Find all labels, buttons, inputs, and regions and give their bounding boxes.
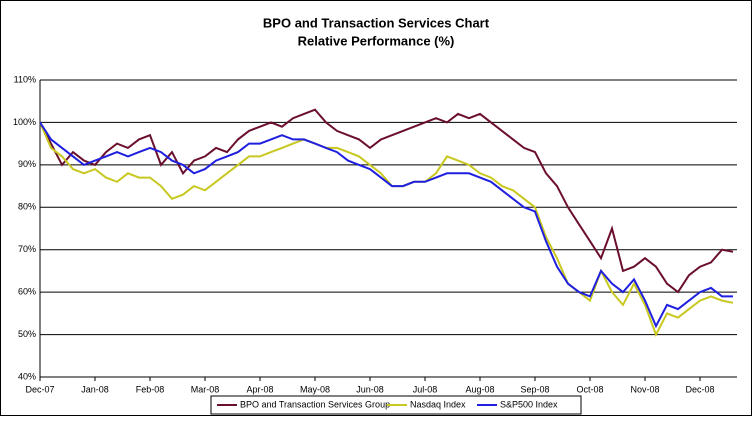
x-tick-label: Jun-08 — [356, 384, 384, 394]
x-tick-label: Jul-08 — [413, 384, 438, 394]
y-tick-label: 40% — [18, 371, 36, 381]
y-tick-label: 70% — [18, 244, 36, 254]
chart-subtitle: Relative Performance (%) — [298, 33, 455, 48]
y-tick-label: 60% — [18, 287, 36, 297]
x-tick-label: Aug-08 — [465, 384, 494, 394]
y-tick-label: 100% — [13, 117, 36, 127]
y-tick-label: 80% — [18, 202, 36, 212]
x-tick-label: Sep-08 — [520, 384, 549, 394]
chart-title: BPO and Transaction Services Chart — [263, 15, 490, 30]
legend-label: BPO and Transaction Services Group — [240, 399, 390, 409]
y-tick-label: 50% — [18, 329, 36, 339]
y-tick-label: 110% — [14, 74, 36, 84]
legend-label: S&P500 Index — [500, 399, 558, 409]
x-tick-label: Feb-08 — [136, 384, 165, 394]
x-tick-label: Nov-08 — [630, 384, 659, 394]
y-tick-label: 90% — [18, 159, 36, 169]
series-line — [39, 122, 734, 338]
legend-label: Nasdaq Index — [410, 399, 466, 409]
x-tick-label: Dec-07 — [25, 384, 54, 394]
x-tick-label: Mar-08 — [191, 384, 220, 394]
x-tick-label: Oct-08 — [576, 384, 603, 394]
x-tick-label: Apr-08 — [246, 384, 273, 394]
series-line — [39, 121, 733, 329]
x-tick-label: Dec-08 — [685, 384, 714, 394]
x-tick-label: May-08 — [300, 384, 330, 394]
x-tick-label: Jan-08 — [81, 384, 109, 394]
